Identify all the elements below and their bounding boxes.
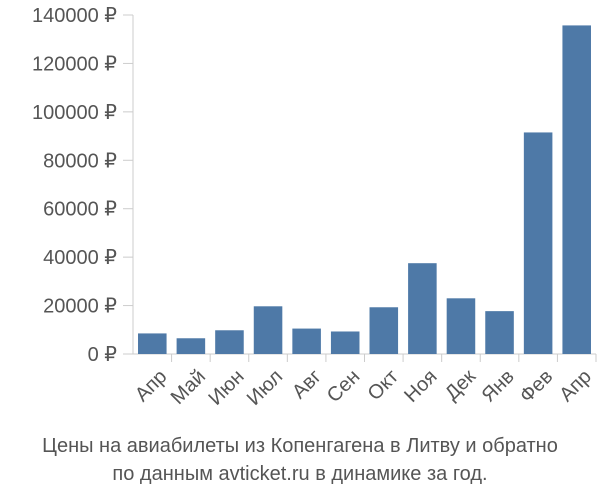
bar-10 (485, 311, 514, 354)
y-tick-label: 0 ₽ (88, 344, 118, 366)
x-tick-label: Янв (478, 366, 519, 407)
y-tick-label: 80000 ₽ (43, 150, 117, 172)
x-tick-label: Фев (516, 366, 558, 408)
chart-area: 0 ₽ 20000 ₽ 40000 ₽ 60000 ₽ 80000 ₽ 100000 ₽ 1… (32, 5, 597, 410)
x-tick-label: Сен (323, 366, 364, 407)
y-tick-label: 40000 ₽ (43, 247, 117, 269)
bar-1 (138, 333, 167, 354)
bar-chart: 0 ₽ 20000 ₽ 40000 ₽ 60000 ₽ 80000 ₽ 100000 ₽ 1… (32, 5, 597, 410)
bar-11 (523, 132, 553, 354)
caption-line-1: Цены на авиабилеты из Копенгагена в Литв… (42, 435, 558, 457)
x-tick-label: Май (167, 366, 210, 409)
bar-9 (446, 298, 476, 354)
y-tick-label: 140000 ₽ (32, 5, 117, 27)
x-tick-label: Дек (441, 365, 480, 404)
x-tick-label: Апр (555, 366, 596, 407)
x-tick-label: Апр (131, 366, 172, 407)
bar-5 (292, 328, 321, 354)
x-tick-label: Июн (204, 366, 248, 410)
bar-7 (369, 307, 399, 354)
caption-line-2: по данным avticket.ru в динамике за год. (112, 463, 488, 485)
bar-2 (176, 338, 206, 354)
chart-caption: Цены на авиабилеты из Копенгагена в Литв… (0, 432, 600, 488)
y-tick-label: 100000 ₽ (32, 102, 117, 124)
bar-3 (215, 330, 244, 354)
y-tick-label: 60000 ₽ (43, 199, 117, 221)
y-tick-label: 20000 ₽ (43, 296, 117, 318)
x-tick-label: Авг (288, 366, 326, 404)
bar-4 (253, 306, 283, 354)
bar-8 (408, 263, 437, 354)
x-tick-label: Окт (364, 366, 403, 405)
bar-12 (562, 25, 591, 355)
bar-6 (330, 331, 360, 354)
y-tick-label: 120000 ₽ (32, 53, 117, 75)
x-tick-label: Ноя (400, 366, 441, 407)
x-tick-label: Июл (243, 366, 287, 410)
